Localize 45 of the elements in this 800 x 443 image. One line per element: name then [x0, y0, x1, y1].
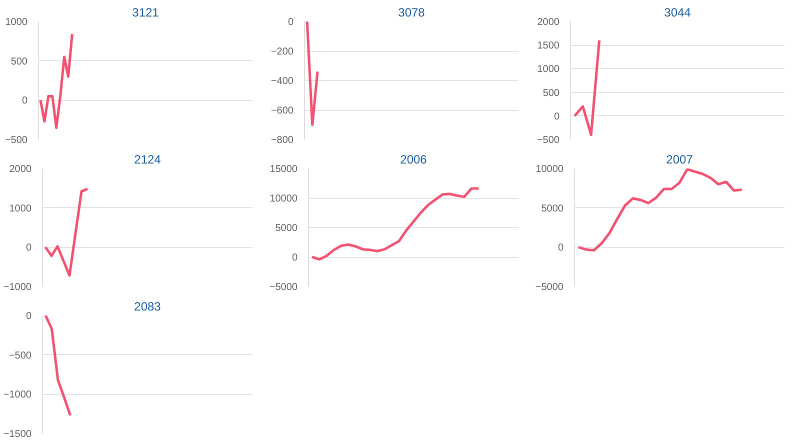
- y-tick-label: −5000: [535, 282, 564, 293]
- y-tick-label: 0: [558, 242, 564, 254]
- y-tick-label: −1000: [3, 282, 32, 293]
- line-series: [573, 39, 601, 136]
- y-tick-label: 10000: [270, 194, 298, 204]
- line-series: [310, 187, 480, 261]
- line-series: [39, 32, 74, 129]
- y-tick-label: 2000: [9, 164, 32, 175]
- y-tick-label: −500: [8, 350, 32, 362]
- y-tick-label: −400: [270, 76, 294, 87]
- chart-title: 2124: [134, 152, 162, 166]
- y-tick-label: −5000: [269, 282, 298, 293]
- y-tick-label: 0: [26, 242, 32, 254]
- chart-title: 3078: [398, 6, 426, 20]
- y-tick-label: 1000: [537, 64, 560, 76]
- chart-title: 3044: [664, 6, 692, 20]
- y-tick-label: 15000: [270, 164, 298, 175]
- y-tick-label: 1500: [537, 40, 560, 52]
- chart-title: 2006: [400, 152, 428, 166]
- y-tick-label: 5000: [541, 203, 564, 214]
- y-tick-label: 0: [288, 17, 294, 28]
- y-tick-label: 0: [22, 96, 28, 107]
- y-tick-label: −800: [270, 135, 294, 146]
- y-tick-label: 5000: [275, 223, 298, 234]
- y-tick-label: 1000: [9, 203, 32, 214]
- chart-title: 2007: [666, 152, 694, 166]
- y-tick-label: 1000: [5, 17, 28, 28]
- y-tick-label: 10000: [536, 164, 564, 175]
- y-tick-label: −500: [536, 135, 560, 146]
- y-tick-label: −200: [270, 46, 294, 58]
- line-series: [577, 168, 743, 252]
- y-tick-label: 2000: [537, 17, 560, 28]
- y-tick-label: 500: [542, 88, 560, 99]
- y-tick-label: 500: [10, 56, 28, 68]
- y-tick-label: −600: [270, 106, 294, 116]
- chart-title: 2083: [134, 300, 162, 314]
- line-series: [44, 188, 89, 277]
- y-tick-label: −500: [4, 135, 28, 146]
- y-tick-label: −1500: [3, 429, 32, 440]
- chart-title: 3121: [132, 6, 160, 20]
- y-tick-label: 0: [554, 111, 560, 122]
- line-series: [44, 316, 72, 417]
- y-tick-label: −1000: [3, 390, 32, 401]
- y-tick-label: 0: [26, 311, 32, 322]
- y-tick-label: 0: [292, 252, 298, 264]
